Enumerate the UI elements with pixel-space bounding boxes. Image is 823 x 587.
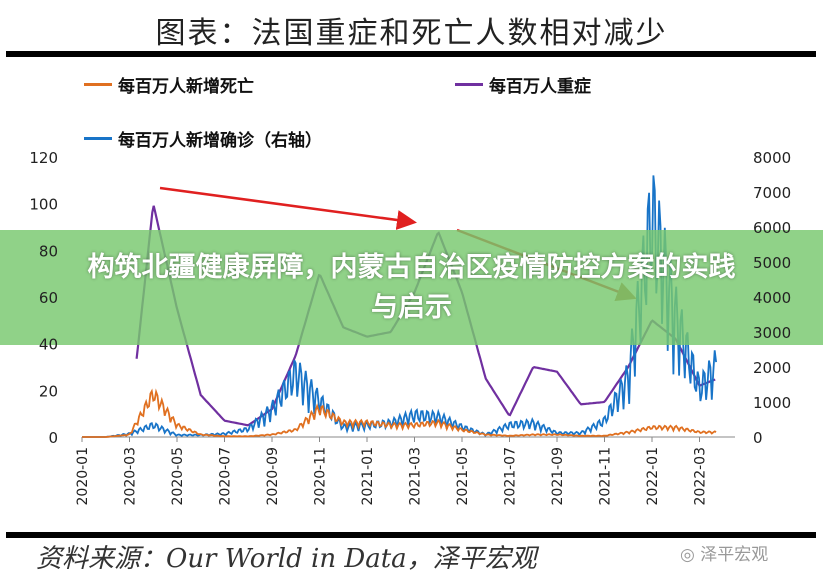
x-tick-label: 2021-01 (360, 447, 376, 506)
legend-swatch (84, 137, 112, 140)
y-tick-label: 20 (39, 382, 58, 400)
y2-tick-label: 4000 (753, 289, 791, 307)
top-rule (6, 51, 816, 57)
y2-tick-label: 5000 (753, 254, 791, 272)
trend-arrow (159, 186, 417, 230)
y-tick-label: 40 (39, 336, 58, 354)
x-tick-label: 2021-09 (550, 447, 566, 506)
y2-tick-label: 2000 (753, 359, 791, 377)
y2-tick-label: 3000 (753, 324, 791, 342)
y-tick-label: 80 (39, 242, 58, 260)
headline-text[interactable]: 构筑北疆健康屏障，内蒙古自治区疫情防控方案的实践与启示 (87, 251, 736, 323)
chart-title: 图表：法国重症和死亡人数相对减少 (155, 16, 668, 51)
x-tick-label: 2021-03 (408, 447, 424, 506)
x-tick-label: 2021-11 (598, 447, 614, 506)
x-tick-label: 2020-01 (75, 447, 91, 506)
bottom-rule (6, 532, 816, 538)
x-tick-label: 2020-07 (218, 447, 234, 506)
y-tick-label: 100 (29, 196, 58, 214)
source-note: 资料来源：Our World in Data，泽平宏观 (36, 544, 537, 574)
x-tick-label: 2022-03 (693, 447, 709, 506)
legend-icu: 每百万人重症 (455, 72, 591, 97)
x-tick-label: 2021-07 (503, 447, 519, 506)
y2-tick-label: 8000 (753, 149, 791, 167)
y2-tick-label: 1000 (753, 394, 791, 412)
legend-label: 每百万人重症 (489, 77, 591, 97)
y2-tick-label: 0 (753, 429, 763, 447)
x-tick-label: 2022-01 (645, 447, 661, 506)
legend-label: 每百万人新增死亡 (118, 77, 254, 97)
legend-swatch (455, 83, 483, 86)
x-tick-label: 2020-05 (170, 447, 186, 506)
headline-banner: 构筑北疆健康屏障，内蒙古自治区疫情防控方案的实践与启示 (0, 230, 823, 345)
legend-cases: 每百万人新增确诊（右轴） (84, 126, 322, 151)
series-line-0 (82, 388, 717, 438)
watermark-text: 泽平宏观 (700, 545, 769, 565)
x-tick-label: 2020-11 (313, 447, 329, 506)
y-tick-label: 0 (48, 429, 58, 447)
y-tick-label: 120 (29, 149, 58, 167)
legend-label: 每百万人新增确诊（右轴） (118, 131, 322, 151)
y2-tick-label: 6000 (753, 219, 791, 237)
y2-tick-label: 7000 (753, 184, 791, 202)
x-tick-label: 2020-03 (123, 447, 139, 506)
x-tick-label: 2020-09 (265, 447, 281, 506)
x-tick-label: 2021-05 (455, 447, 471, 506)
wechat-icon: ◎ (680, 545, 701, 565)
series-line-2 (82, 175, 717, 438)
legend-deaths: 每百万人新增死亡 (84, 72, 254, 97)
legend-swatch (84, 83, 112, 86)
y-tick-label: 60 (39, 289, 58, 307)
watermark: ◎ 泽平宏观 (680, 540, 768, 565)
